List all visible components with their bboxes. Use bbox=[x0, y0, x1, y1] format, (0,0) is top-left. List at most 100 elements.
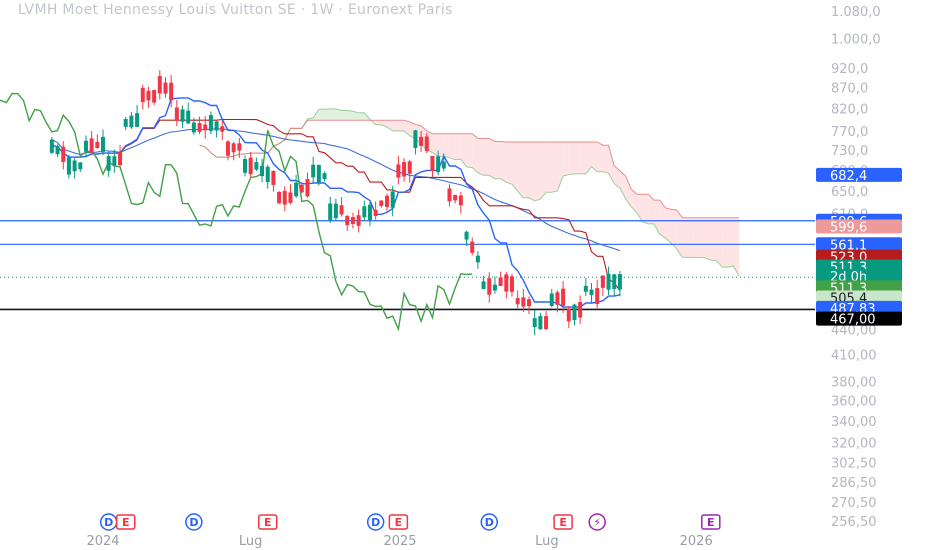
dividend-marker[interactable]: D bbox=[185, 513, 203, 531]
y-tick-label: 270,50 bbox=[831, 496, 877, 511]
split-marker[interactable]: ⚡ bbox=[588, 513, 606, 531]
candle-down bbox=[152, 89, 157, 106]
candle-body bbox=[135, 113, 140, 127]
candle-down bbox=[305, 172, 310, 198]
dividend-marker[interactable]: D bbox=[480, 513, 499, 531]
indicator-lines bbox=[0, 92, 621, 332]
candle-body bbox=[464, 231, 469, 240]
candle-up bbox=[481, 275, 486, 290]
cloud-segment bbox=[727, 217, 734, 268]
event-markers[interactable]: D E D E D E D E ⚡ E bbox=[99, 513, 721, 531]
earnings-marker[interactable]: E bbox=[257, 514, 278, 530]
candle-up bbox=[549, 288, 554, 308]
event-marker-label: E bbox=[395, 516, 403, 529]
candle-up bbox=[333, 198, 338, 221]
candle-up bbox=[214, 120, 219, 138]
candle-body bbox=[589, 289, 594, 296]
candle-down bbox=[248, 151, 253, 178]
candle-up bbox=[322, 171, 327, 182]
candle-down bbox=[95, 134, 100, 149]
dividend-marker[interactable]: D bbox=[366, 513, 385, 531]
candle-up bbox=[191, 117, 196, 135]
earnings-marker[interactable]: E bbox=[553, 514, 573, 530]
candle-body bbox=[66, 157, 71, 175]
candle-body bbox=[458, 195, 463, 206]
candle-body bbox=[390, 191, 395, 208]
candle-body bbox=[356, 215, 361, 226]
candle-down bbox=[527, 296, 532, 315]
candle-body bbox=[78, 162, 83, 170]
candle-up bbox=[612, 273, 617, 296]
price-label-bg bbox=[816, 300, 902, 315]
candle-up bbox=[83, 135, 88, 158]
candle-body bbox=[49, 139, 54, 153]
candle-body bbox=[487, 278, 492, 295]
candle-body bbox=[617, 274, 622, 290]
candle-down bbox=[163, 77, 168, 98]
candle-body bbox=[61, 146, 66, 162]
candle-body bbox=[248, 157, 253, 175]
dividend-marker-circle bbox=[185, 513, 203, 531]
cloud-segment bbox=[597, 142, 603, 172]
candle-body bbox=[265, 166, 270, 183]
cloud-segment bbox=[472, 133, 478, 173]
candle-body bbox=[538, 316, 543, 330]
candle-body bbox=[180, 109, 185, 122]
candle-down bbox=[118, 145, 123, 168]
candle-down bbox=[470, 237, 475, 256]
candle-down bbox=[402, 158, 407, 182]
candle-body bbox=[112, 156, 117, 166]
candle-body bbox=[271, 170, 276, 185]
candle-down bbox=[146, 86, 151, 108]
candle-body bbox=[544, 316, 549, 330]
candle-down bbox=[419, 130, 424, 152]
earnings-marker[interactable]: E bbox=[115, 514, 136, 530]
candle-body bbox=[379, 200, 384, 206]
cloud-segment bbox=[432, 133, 439, 157]
y-tick-label: 1.000,0 bbox=[831, 32, 881, 47]
candle-body bbox=[367, 204, 372, 221]
candle-down bbox=[595, 279, 600, 309]
cloud-segment bbox=[324, 108, 331, 121]
cloud-segment bbox=[625, 176, 632, 207]
cloud-segment bbox=[506, 142, 512, 185]
dividend-marker[interactable]: D bbox=[99, 513, 118, 531]
cloud-segment bbox=[477, 138, 484, 176]
candle-down bbox=[600, 275, 605, 297]
cloud-segment bbox=[347, 110, 353, 121]
candle-down bbox=[174, 100, 179, 127]
y-tick-label: 302,50 bbox=[831, 456, 877, 471]
y-tick-label: 440,00 bbox=[831, 324, 877, 339]
earnings-marker[interactable]: E bbox=[388, 514, 409, 530]
horizontal-lines[interactable] bbox=[0, 220, 815, 311]
tenkan-line bbox=[51, 97, 621, 308]
cloud-segment bbox=[443, 133, 450, 158]
candle-down bbox=[424, 132, 429, 154]
candle-down bbox=[379, 200, 384, 208]
candle-body bbox=[322, 173, 327, 180]
earnings-marker-box bbox=[115, 514, 136, 530]
candle-body bbox=[55, 146, 60, 155]
earnings-marker[interactable]: E bbox=[701, 514, 721, 530]
price-label-bg bbox=[816, 167, 902, 182]
lagging-span-line bbox=[0, 92, 473, 332]
cloud-segment bbox=[682, 217, 689, 258]
x-axis[interactable]: 2024 Lug 2025 Lug 2026 bbox=[86, 534, 712, 549]
cloud-segment bbox=[398, 120, 405, 132]
candle-body bbox=[299, 184, 304, 193]
candle-down bbox=[578, 295, 583, 324]
cloud-segment bbox=[358, 112, 365, 121]
cloud-span-b bbox=[199, 119, 740, 219]
candle-body bbox=[197, 123, 202, 132]
candle-body bbox=[225, 141, 230, 156]
candle-body bbox=[106, 155, 111, 171]
candle-down bbox=[487, 272, 492, 303]
earnings-marker-box bbox=[257, 514, 278, 530]
candle-up bbox=[260, 158, 265, 183]
event-marker-label: ⚡ bbox=[593, 516, 601, 529]
candle-body bbox=[345, 215, 350, 226]
candle-down bbox=[407, 159, 412, 183]
candle-body bbox=[203, 124, 208, 131]
candle-down bbox=[458, 191, 463, 214]
